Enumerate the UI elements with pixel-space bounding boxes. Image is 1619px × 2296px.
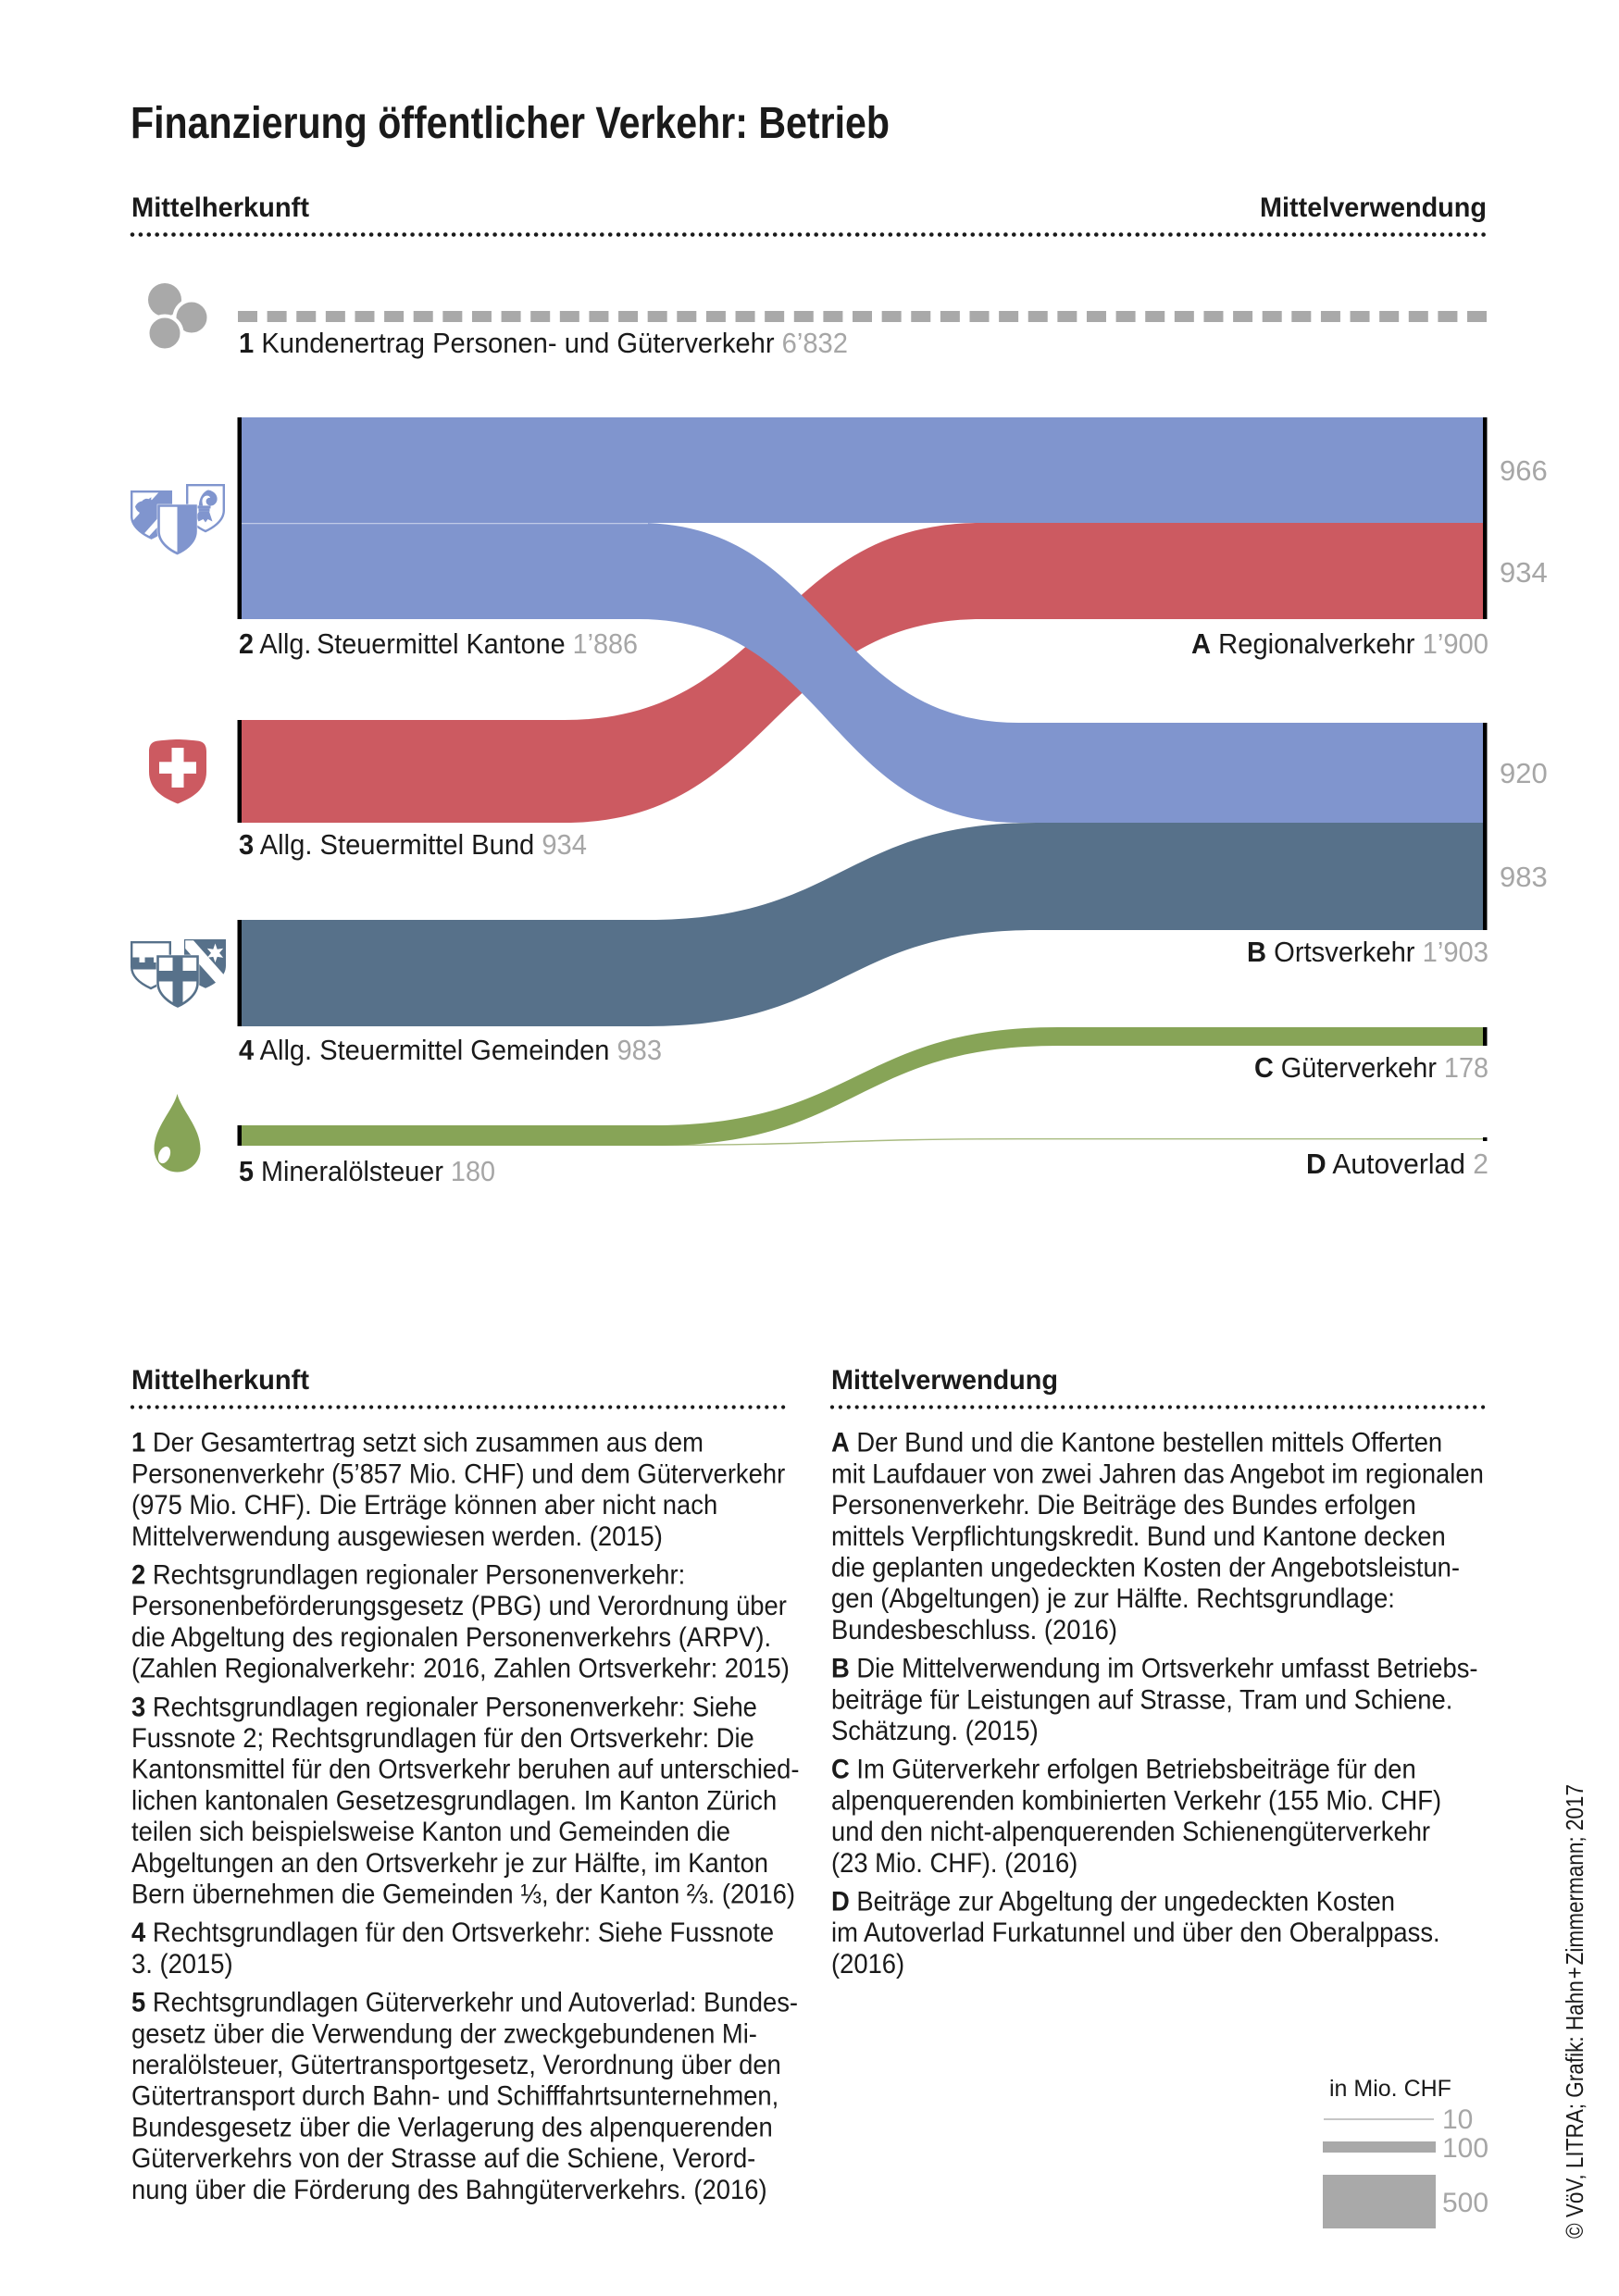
svg-text:(2016): (2016) [831,1949,904,1980]
svg-text:4 Rechtsgrundlagen für den Ort: 4 Rechtsgrundlagen für den Ortsverkehr: … [131,1917,774,1948]
svg-text:Kantonsmittel für den Ortsverk: Kantonsmittel für den Ortsverkehr beruhe… [131,1755,800,1785]
svg-text:934: 934 [1500,556,1548,589]
svg-text:C Im Güterverkehr erfolgen Bet: C Im Güterverkehr erfolgen Betriebsbeitr… [831,1755,1416,1785]
svg-text:920: 920 [1500,757,1548,789]
svg-text:beiträge für Leistungen auf St: beiträge für Leistungen auf Strasse, Tra… [831,1684,1452,1715]
svg-text:A Der Bund und die Kantone bes: A Der Bund und die Kantone bestellen mit… [831,1428,1442,1458]
svg-text:Mittelherkunft: Mittelherkunft [131,192,309,223]
svg-text:in Mio. CHF: in Mio. CHF [1329,2076,1451,2102]
svg-text:5 Rechtsgrundlagen Güterverkeh: 5 Rechtsgrundlagen Güterverkehr und Auto… [131,1987,798,2017]
svg-text:2 Allg. Steuermittel Kantone 1: 2 Allg. Steuermittel Kantone 1’886 [239,627,638,660]
svg-text:lichen kantonalen Gesetzesgrun: lichen kantonalen Gesetzesgrundlagen. Im… [131,1785,777,1816]
svg-text:3 Rechtsgrundlagen regionaler: 3 Rechtsgrundlagen regionaler Personenve… [131,1692,757,1722]
svg-text:Personenbeförderungsgesetz (PB: Personenbeförderungsgesetz (PBG) und Ver… [131,1591,787,1621]
svg-text:(23 Mio. CHF). (2016): (23 Mio. CHF). (2016) [831,1848,1077,1879]
svg-text:1 Der Gesamtertrag setzt sich: 1 Der Gesamtertrag setzt sich zusammen a… [131,1428,704,1458]
svg-text:mittels Verpflichtungskredit.: mittels Verpflichtungskredit. Bund und K… [831,1521,1446,1552]
svg-text:D Beiträge zur Abgeltung der u: D Beiträge zur Abgeltung der ungedeckten… [831,1886,1395,1917]
svg-text:4 Allg. Steuermittel Gemeinden: 4 Allg. Steuermittel Gemeinden 983 [239,1034,662,1066]
svg-text:(Zahlen Regionalverkehr: 2016,: (Zahlen Regionalverkehr: 2016, Zahlen Or… [131,1653,790,1683]
svg-text:alpenquerenden kombinierten Ve: alpenquerenden kombinierten Verkehr (155… [831,1785,1441,1816]
svg-text:983: 983 [1500,861,1548,893]
svg-text:Finanzierung öffentlicher Verk: Finanzierung öffentlicher Verkehr: Betri… [131,99,890,148]
svg-text:teilen sich beispielsweise Kan: teilen sich beispielsweise Kanton und Ge… [131,1817,730,1847]
svg-text:Bundesgesetz über die Verlager: Bundesgesetz über die Verlagerung des al… [131,2112,773,2142]
svg-text:(975 Mio. CHF). Die Erträge kö: (975 Mio. CHF). Die Erträge können aber … [131,1490,717,1520]
svg-text:nung über die Förderung des Ba: nung über die Förderung des Bahngüterver… [131,2175,767,2205]
svg-text:und den nicht-alpenquerenden S: und den nicht-alpenquerenden Schienengüt… [831,1817,1430,1847]
svg-text:Güterverkehrs von der Strasse: Güterverkehrs von der Strasse auf die Sc… [131,2143,755,2174]
svg-text:Schätzung. (2015): Schätzung. (2015) [831,1716,1039,1746]
svg-text:die geplanten ungedeckten Kost: die geplanten ungedeckten Kosten der Ang… [831,1552,1460,1582]
svg-text:Personenverkehr. Die Beiträge: Personenverkehr. Die Beiträge des Bundes… [831,1490,1416,1520]
svg-text:Gütertransport durch Bahn- und: Gütertransport durch Bahn- und Schifffah… [131,2081,778,2112]
svg-text:gen (Abgeltungen) je zur Hälft: gen (Abgeltungen) je zur Hälfte. Rechtsg… [831,1583,1395,1614]
svg-text:gesetz über die Verwendung der: gesetz über die Verwendung der zweckgebu… [131,2018,757,2049]
svg-text:5 Mineralölsteuer 180: 5 Mineralölsteuer 180 [239,1155,495,1187]
svg-text:500: 500 [1442,2188,1488,2218]
svg-text:Mittelverwendung: Mittelverwendung [1260,192,1487,223]
svg-text:mit Laufdauer von zwei Jahren: mit Laufdauer von zwei Jahren das Angebo… [831,1458,1484,1489]
svg-text:3. (2015): 3. (2015) [131,1949,233,1980]
svg-text:100: 100 [1442,2133,1488,2164]
svg-text:10: 10 [1442,2104,1473,2135]
svg-text:Fussnote 2; Rechtsgrundlagen f: Fussnote 2; Rechtsgrundlagen für den Ort… [131,1723,754,1754]
svg-text:D Autoverlad 2: D Autoverlad 2 [1306,1148,1488,1180]
svg-text:Bundesbeschluss. (2016): Bundesbeschluss. (2016) [831,1615,1117,1645]
svg-text:A Regionalverkehr 1’900: A Regionalverkehr 1’900 [1191,627,1488,660]
svg-text:Mittelverwendung: Mittelverwendung [831,1365,1058,1396]
svg-text:B Die Mittelverwendung im Orts: B Die Mittelverwendung im Ortsverkehr um… [831,1653,1478,1683]
svg-text:im Autoverlad Furkatunnel und: im Autoverlad Furkatunnel und über den O… [831,1917,1440,1948]
svg-text:Personenverkehr (5’857 Mio. CH: Personenverkehr (5’857 Mio. CHF) und dem… [131,1458,786,1489]
svg-text:1 Kundenertrag Personen- und G: 1 Kundenertrag Personen- und Güterverkeh… [239,327,848,359]
svg-text:3 Allg. Steuermittel Bund 934: 3 Allg. Steuermittel Bund 934 [239,828,587,861]
svg-text:Abgeltungen an den Ortsverkehr: Abgeltungen an den Ortsverkehr je zur Hä… [131,1848,768,1879]
svg-text:Mittelherkunft: Mittelherkunft [131,1365,309,1396]
svg-text:neralölsteuer, Gütertransportg: neralölsteuer, Gütertransportgesetz, Ver… [131,2050,781,2080]
svg-text:C Güterverkehr 178: C Güterverkehr 178 [1254,1051,1488,1084]
svg-text:© VöV, LITRA; Grafik: Hahn + Z: © VöV, LITRA; Grafik: Hahn + Zimmermann;… [1561,1784,1588,2239]
svg-text:Mittelverwendung ausgewiesen w: Mittelverwendung ausgewiesen werden. (20… [131,1521,663,1552]
svg-text:B Ortsverkehr 1’903: B Ortsverkehr 1’903 [1247,936,1488,968]
svg-text:2 Rechtsgrundlagen regionaler: 2 Rechtsgrundlagen regionaler Personenve… [131,1559,685,1590]
svg-text:Bern übernehmen die Gemeinden: Bern übernehmen die Gemeinden ⅓, der Kan… [131,1879,795,1909]
svg-text:966: 966 [1500,454,1548,487]
svg-text:die Abgeltung des regionalen P: die Abgeltung des regionalen Personenver… [131,1622,771,1653]
